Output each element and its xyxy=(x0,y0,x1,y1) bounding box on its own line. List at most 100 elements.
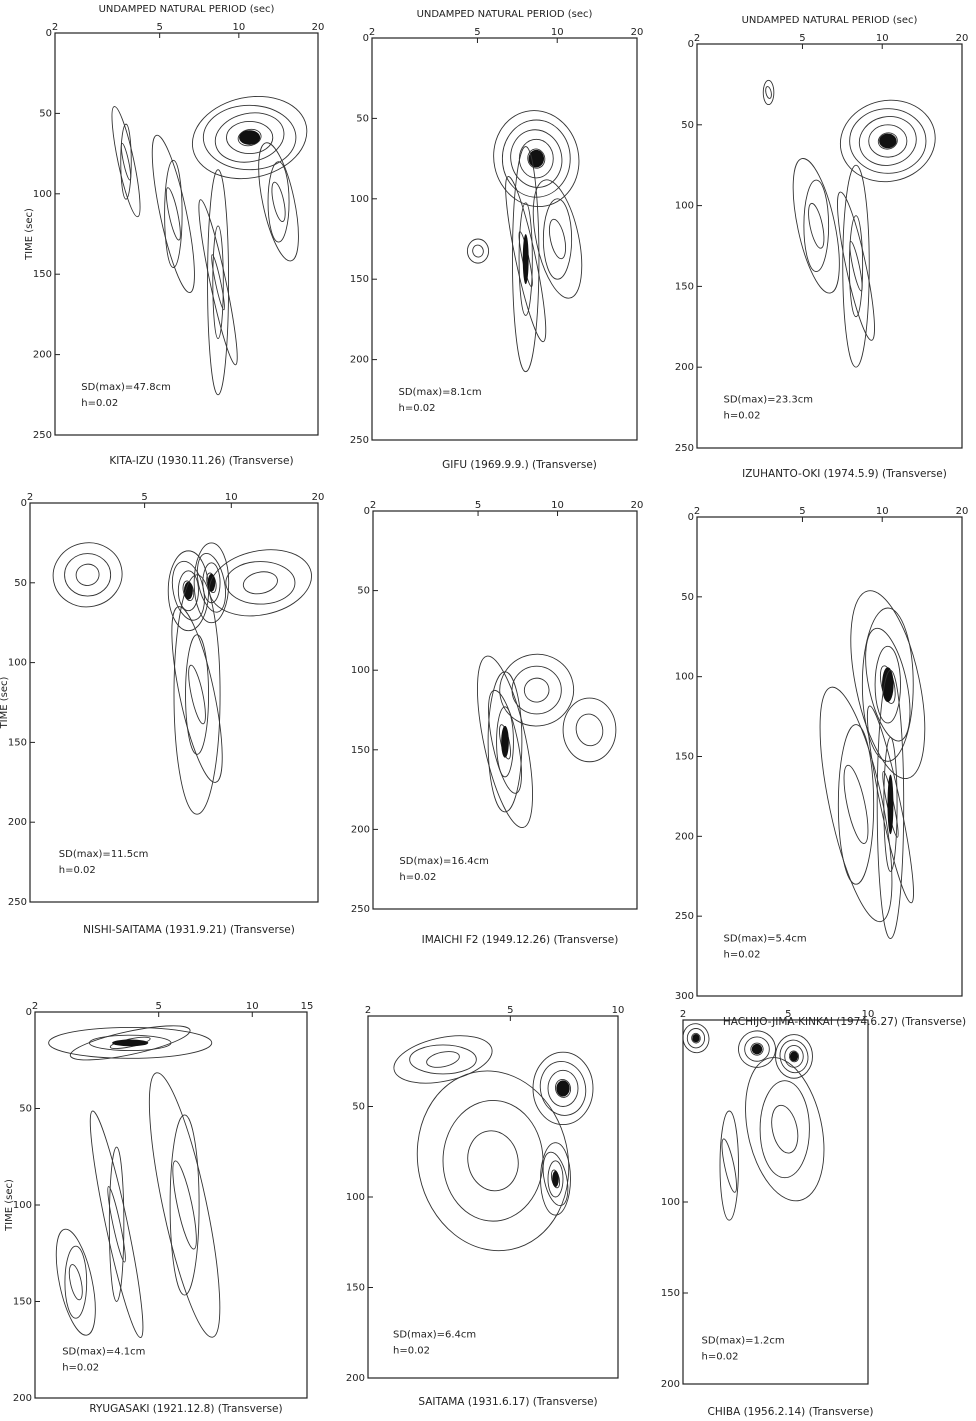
caption: KITA-IZU (1930.11.26) (Transverse) xyxy=(109,455,293,467)
x-tick-label: 5 xyxy=(141,492,147,503)
x-tick-label: 10 xyxy=(232,22,245,33)
contour-line xyxy=(191,95,308,180)
contour-line xyxy=(721,1138,737,1193)
panel: 2 5 10 100 150 200 SD(max)=1.2cm h=0.02 CHIBA (1… xyxy=(661,1009,874,1418)
contour-line xyxy=(803,179,830,273)
x-tick-label: 2 xyxy=(694,506,700,517)
plot-frame xyxy=(54,32,319,436)
contour-line xyxy=(237,128,262,147)
annotation: SD(max)=23.3cm xyxy=(724,395,814,406)
y-axis-label: TIME (sec) xyxy=(0,676,10,729)
annotation: SD(max)=6.4cm xyxy=(393,1330,476,1341)
contour-line xyxy=(188,664,206,725)
contour-line xyxy=(849,108,927,174)
contour-line xyxy=(523,677,550,703)
contour-line xyxy=(148,1072,221,1338)
contour-line xyxy=(512,146,540,373)
y-tick-label: 50 xyxy=(681,592,694,603)
y-tick-label: 100 xyxy=(13,1200,32,1211)
x-tick-label: 5 xyxy=(475,500,481,511)
contour-line xyxy=(177,570,199,612)
caption: SAITAMA (1931.6.17) (Transverse) xyxy=(418,1396,597,1408)
y-tick-label: 150 xyxy=(675,752,694,763)
contour-line xyxy=(765,86,772,99)
contour-line xyxy=(819,686,893,923)
y-tick-label: 200 xyxy=(675,831,694,842)
contour-line xyxy=(499,724,511,760)
panel: 2 5 10 20050100150200250300SD(max)=5.4cmh=0… xyxy=(675,506,968,1028)
contour-line xyxy=(416,1070,570,1252)
contour-line xyxy=(548,218,567,260)
plot-frame xyxy=(367,1015,619,1379)
y-tick-label: 150 xyxy=(351,745,370,756)
contour-line xyxy=(788,1050,800,1063)
y-tick-label: 0 xyxy=(364,506,370,517)
contour-line xyxy=(527,148,546,169)
plot-frame xyxy=(372,510,638,910)
x-tick-label: 2 xyxy=(365,1005,371,1016)
contour-line xyxy=(719,1110,739,1221)
contour-peak xyxy=(692,1034,700,1043)
contour-line xyxy=(48,1026,213,1059)
contour-line xyxy=(472,244,484,258)
x-tick-label: 15 xyxy=(301,1001,314,1012)
contour-line xyxy=(518,202,533,316)
contour-line xyxy=(550,1169,561,1189)
x-tick-label: 5 xyxy=(156,22,162,33)
y-tick-label: 100 xyxy=(675,201,694,212)
annotation: h=0.02 xyxy=(399,403,436,414)
y-tick-label: 100 xyxy=(661,1197,680,1208)
contour-line xyxy=(202,104,297,171)
x-tick-label: 2 xyxy=(32,1001,38,1012)
contour-line xyxy=(843,764,869,844)
contour-peak xyxy=(112,1039,149,1047)
contour-line xyxy=(212,225,224,339)
contour-peak xyxy=(528,149,545,168)
contour-line xyxy=(849,241,863,292)
y-tick-label: 150 xyxy=(33,269,52,280)
contour-line xyxy=(792,158,840,294)
contour-line xyxy=(745,1057,825,1202)
x-tick-label: 10 xyxy=(862,1009,875,1020)
contour-line xyxy=(173,574,221,815)
contour-line xyxy=(111,106,141,218)
contour-line xyxy=(686,1028,706,1049)
contour-line xyxy=(488,689,522,794)
contour-line xyxy=(539,1060,587,1116)
contour-line xyxy=(510,129,563,188)
contour-line xyxy=(75,563,100,586)
y-tick-label: 50 xyxy=(352,1102,365,1113)
annotation: h=0.02 xyxy=(62,1363,99,1374)
y-tick-label: 150 xyxy=(661,1288,680,1299)
y-tick-label: 150 xyxy=(346,1283,365,1294)
contour-line xyxy=(808,202,825,249)
y-tick-label: 50 xyxy=(681,120,694,131)
contour-line xyxy=(779,1039,809,1074)
contour-line xyxy=(68,1264,83,1301)
y-tick-label: 0 xyxy=(21,498,27,509)
contour-line xyxy=(876,669,905,939)
contour-line xyxy=(775,1034,813,1079)
contour-line xyxy=(206,572,217,594)
annotation: SD(max)=4.1cm xyxy=(62,1347,145,1358)
x-tick-label: 10 xyxy=(551,27,564,38)
contour-line xyxy=(842,164,870,368)
x-tick-label: 5 xyxy=(799,33,805,44)
x-tick-label: 2 xyxy=(369,27,375,38)
x-axis-label: UNDAMPED NATURAL PERIOD (sec) xyxy=(99,4,275,15)
plot-frame xyxy=(371,37,638,441)
contour-peak xyxy=(239,130,261,145)
y-tick-label: 200 xyxy=(661,1379,680,1390)
y-tick-label: 200 xyxy=(675,362,694,373)
contour-line xyxy=(208,549,312,617)
y-tick-label: 100 xyxy=(675,672,694,683)
y-tick-label: 250 xyxy=(33,430,52,441)
contour-line xyxy=(267,161,290,243)
contour-line xyxy=(762,79,775,106)
contour-line xyxy=(120,123,132,200)
y-tick-label: 200 xyxy=(33,350,52,361)
contour-peak xyxy=(789,1051,799,1062)
y-tick-label: 250 xyxy=(351,904,370,915)
contour-line xyxy=(839,99,936,183)
